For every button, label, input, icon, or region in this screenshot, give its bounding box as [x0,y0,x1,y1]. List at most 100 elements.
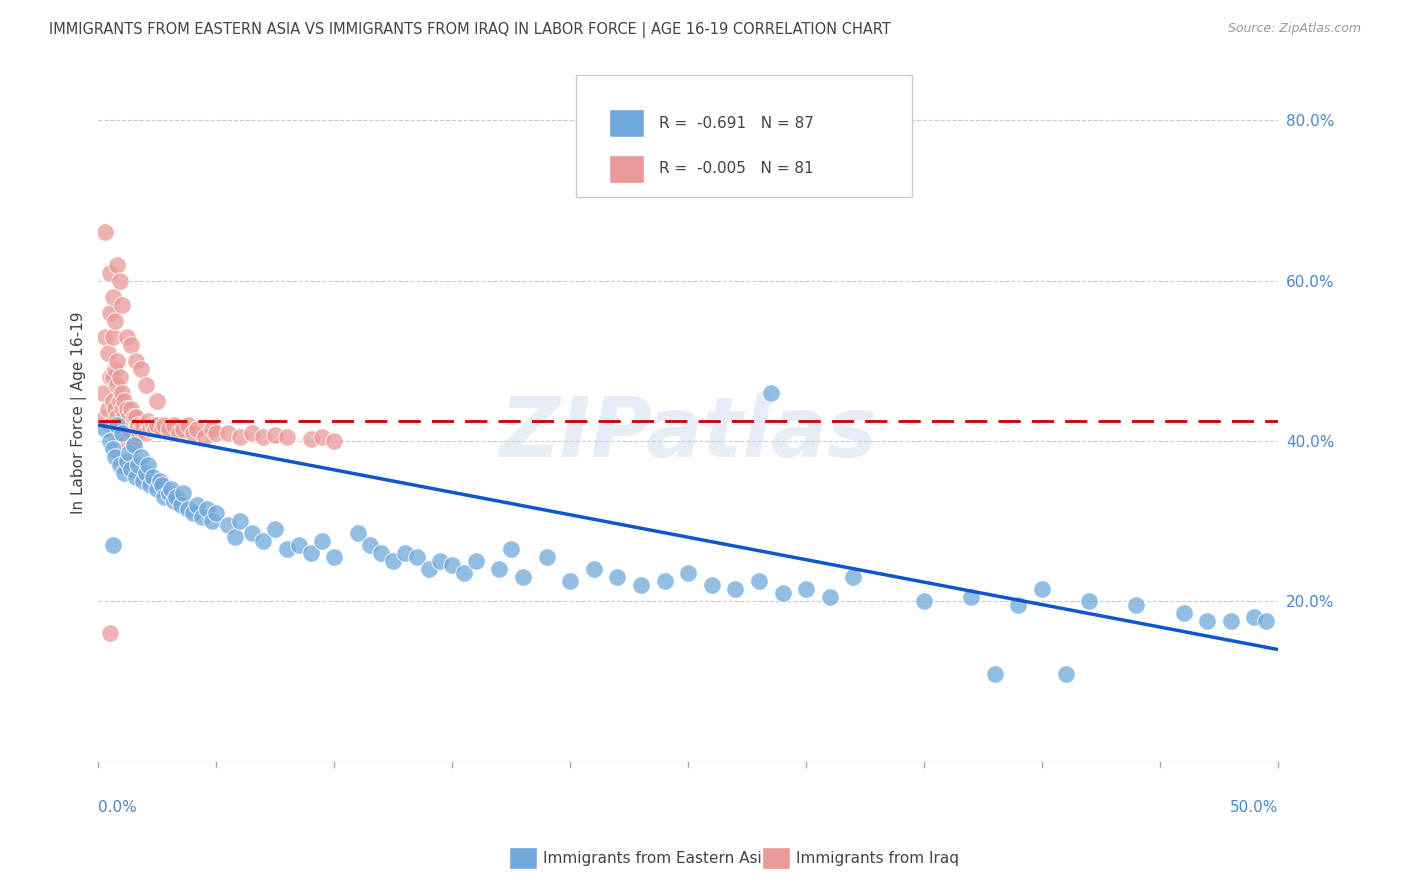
Point [1125,599,1147,613]
Point [115,434,138,448]
Point [104,425,127,440]
Point [142,470,165,484]
Point [276,542,298,557]
Point [464,554,486,568]
Point [108,458,131,472]
Point [288,538,311,552]
Point [441,558,464,573]
Point [108,274,131,288]
Point [101,393,124,408]
Point [97,345,120,359]
Point [108,393,131,408]
Point [163,494,186,508]
Point [129,450,152,464]
Point [150,422,173,436]
Point [125,422,148,436]
Y-axis label: In Labor Force | Age 16-19: In Labor Force | Age 16-19 [72,311,87,514]
Point [984,666,1007,681]
Point [205,506,228,520]
Point [139,478,162,492]
Point [186,422,208,436]
Point [94,422,117,436]
Point [172,486,194,500]
Point [118,422,141,436]
Point [101,330,124,344]
Point [200,514,222,528]
Point [139,422,162,436]
Point [200,422,222,436]
Point [98,417,121,432]
Point [105,377,128,392]
Point [94,226,117,240]
Point [560,574,582,589]
Point [229,514,252,528]
Point [153,490,176,504]
Point [1054,666,1077,681]
Point [98,306,121,320]
Point [676,566,699,581]
Point [759,385,782,400]
Point [150,478,173,492]
Point [582,562,605,576]
Point [98,266,121,280]
Point [120,401,142,416]
Point [1197,615,1219,629]
Point [112,409,135,424]
Point [127,417,149,432]
Point [700,578,723,592]
FancyBboxPatch shape [576,75,912,196]
Point [252,534,274,549]
Point [186,498,208,512]
Point [111,425,134,440]
Point [105,409,128,424]
Point [418,562,440,576]
Point [177,417,200,432]
Point [115,401,138,416]
Point [120,425,142,440]
Point [170,498,193,512]
Point [382,554,405,568]
Point [101,290,124,304]
Point [195,502,218,516]
Point [165,490,187,504]
Point [111,298,134,312]
Point [104,401,127,416]
Point [172,422,194,436]
Point [111,425,134,440]
Point [1173,607,1195,621]
Point [129,361,152,376]
Point [101,369,124,384]
Point [229,430,252,444]
Point [217,518,239,533]
Point [104,314,127,328]
Point [205,425,228,440]
Point [405,550,427,565]
Point [163,417,186,432]
Point [142,417,165,432]
Point [108,417,131,432]
Point [167,425,190,440]
Point [122,438,145,452]
Point [1031,582,1053,597]
Point [181,425,204,440]
Point [135,377,157,392]
Point [724,582,747,597]
Point [118,446,141,460]
Point [98,369,121,384]
Point [1243,610,1265,624]
Text: 0.0%: 0.0% [98,800,138,815]
Point [224,530,246,544]
Point [132,474,155,488]
Point [105,417,128,432]
Point [536,550,558,565]
Point [115,454,138,468]
Point [240,526,263,541]
Point [112,393,135,408]
Point [429,554,451,568]
Point [146,417,169,432]
Point [149,474,172,488]
Point [370,546,392,560]
Point [104,450,127,464]
Point [347,526,370,541]
Point [181,506,204,520]
